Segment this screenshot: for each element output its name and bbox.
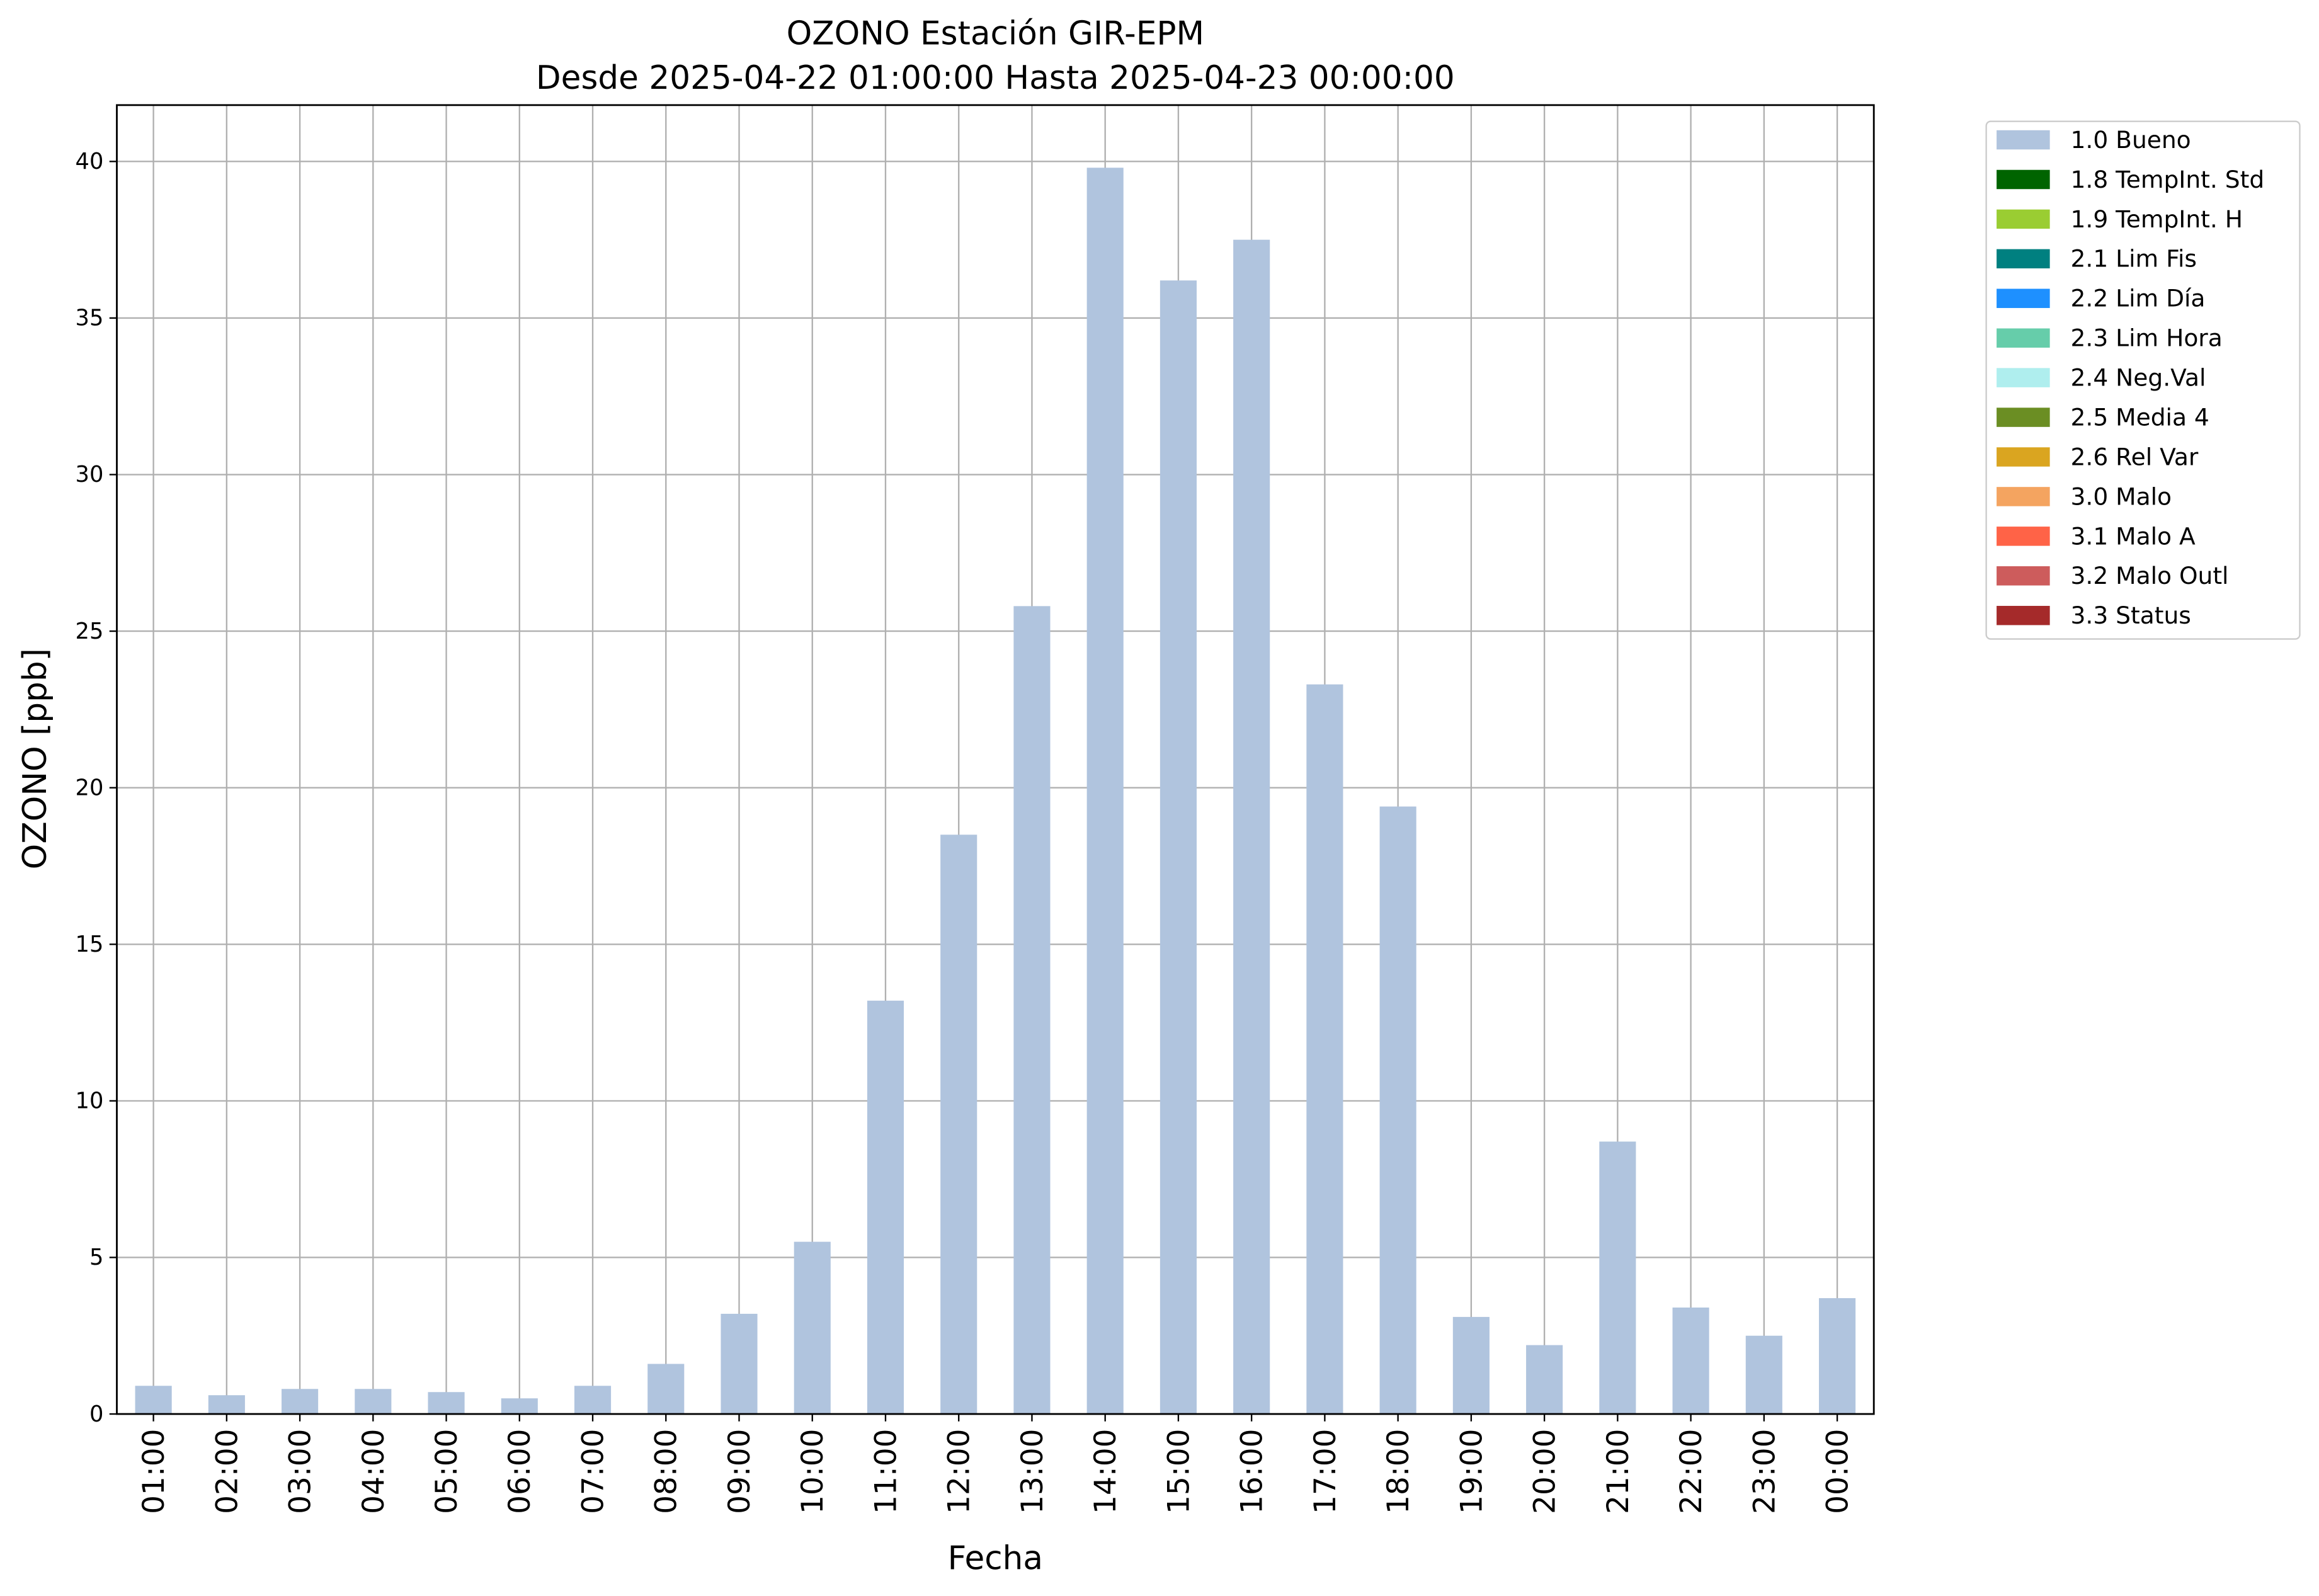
legend-label: 2.2 Lim Día (2071, 285, 2206, 312)
legend-swatch (1997, 605, 2050, 625)
legend-swatch (1997, 527, 2050, 546)
bar (1452, 1316, 1490, 1415)
bar (501, 1398, 538, 1415)
bar (867, 1000, 904, 1415)
bar (1819, 1298, 1856, 1415)
legend-label: 1.8 TempInt. Std (2071, 166, 2265, 193)
x-tick-label: 15:00 (1161, 1429, 1196, 1514)
legend-swatch (1997, 130, 2050, 150)
legend-box (1985, 120, 2301, 640)
x-tick-label: 19:00 (1454, 1429, 1489, 1514)
x-tick-label: 03:00 (283, 1429, 318, 1514)
legend-swatch (1997, 328, 2050, 348)
bar (1599, 1141, 1636, 1415)
bar (721, 1313, 758, 1415)
bar (647, 1364, 685, 1415)
x-axis-label: Fecha (948, 1540, 1043, 1578)
bar (428, 1392, 465, 1415)
y-tick-label: 30 (76, 462, 104, 487)
y-tick-label: 15 (76, 932, 104, 957)
bar (1233, 239, 1270, 1415)
legend-label: 2.1 Lim Fis (2071, 245, 2197, 273)
legend-swatch (1997, 447, 2050, 467)
y-tick-label: 25 (76, 618, 104, 644)
legend-swatch (1997, 487, 2050, 506)
legend: 1.0 Bueno 1.8 TempInt. Std 1.9 TempInt. H 2… (1997, 126, 2264, 629)
legend-label: 2.5 Media 4 (2071, 403, 2209, 431)
x-tick-label: 08:00 (649, 1429, 684, 1514)
legend-swatch (1997, 566, 2050, 586)
legend-label: 3.0 Malo (2071, 482, 2172, 510)
legend-label: 2.6 Rel Var (2071, 443, 2199, 470)
legend-label: 2.3 Lim Hora (2071, 324, 2223, 352)
bar (355, 1389, 392, 1415)
bar (1745, 1335, 1782, 1415)
legend-swatch (1997, 169, 2050, 190)
legend-swatch (1997, 368, 2050, 387)
legend-swatch (1997, 288, 2050, 309)
legend-label: 1.0 Bueno (2071, 126, 2191, 154)
bar (135, 1386, 172, 1415)
x-tick-label: 04:00 (356, 1429, 391, 1514)
bar (282, 1389, 319, 1415)
y-axis-label: OZONO [ppb] (16, 648, 54, 869)
x-tick-label: 00:00 (1821, 1429, 1855, 1514)
legend-label: 3.3 Status (2071, 601, 2191, 629)
x-tick-label: 16:00 (1235, 1429, 1270, 1514)
bars (135, 168, 1856, 1415)
y-tick-label: 40 (76, 149, 104, 174)
x-tick-label: 05:00 (430, 1429, 464, 1514)
x-tick-label: 22:00 (1674, 1429, 1709, 1514)
ticks: 0 5 10 15 20 25 30 35 40 01:00 02:00 03:00 04:00 05:0… (76, 149, 1855, 1514)
x-tick-label: 06:00 (503, 1429, 537, 1514)
x-tick-label: 10:00 (795, 1429, 830, 1514)
x-tick-label: 14:00 (1088, 1429, 1123, 1514)
legend-swatch (1997, 249, 2050, 269)
legend-label: 3.1 Malo A (2071, 522, 2196, 550)
legend-swatch (1997, 408, 2050, 427)
legend-label: 2.4 Neg.Val (2071, 364, 2206, 392)
x-tick-label: 20:00 (1528, 1429, 1563, 1514)
chart-title: OZONO Estación GIR-EPM (787, 15, 1204, 53)
y-tick-label: 5 (89, 1245, 103, 1270)
bar (794, 1241, 831, 1415)
x-tick-label: 18:00 (1381, 1429, 1416, 1514)
legend-swatch (1997, 209, 2050, 229)
bar (940, 835, 977, 1415)
y-tick-label: 35 (76, 305, 104, 331)
x-tick-label: 13:00 (1015, 1429, 1050, 1514)
bar (1013, 606, 1051, 1415)
legend-label: 1.9 TempInt. H (2071, 205, 2243, 233)
bar (1306, 684, 1343, 1415)
x-tick-label: 23:00 (1747, 1429, 1782, 1514)
bar (1526, 1345, 1563, 1415)
bar (1672, 1307, 1709, 1415)
x-tick-label: 02:00 (210, 1429, 244, 1514)
bar (1379, 806, 1416, 1415)
x-tick-label: 21:00 (1601, 1429, 1636, 1514)
bar (1086, 168, 1124, 1415)
x-tick-label: 01:00 (137, 1429, 171, 1514)
y-tick-label: 10 (76, 1088, 104, 1114)
x-tick-label: 11:00 (869, 1429, 903, 1514)
x-tick-label: 12:00 (942, 1429, 977, 1514)
bar (574, 1386, 612, 1415)
y-tick-label: 0 (89, 1401, 103, 1427)
legend-label: 3.2 Malo Outl (2071, 562, 2229, 590)
bar (1160, 280, 1197, 1415)
plot-frame (116, 104, 1875, 1415)
chart-subtitle: Desde 2025-04-22 01:00:00 Hasta 2025-04-… (536, 59, 1455, 97)
x-tick-label: 07:00 (576, 1429, 610, 1514)
x-tick-label: 17:00 (1308, 1429, 1343, 1514)
x-tick-label: 09:00 (722, 1429, 757, 1514)
bar (208, 1395, 245, 1415)
y-tick-label: 20 (76, 775, 104, 801)
